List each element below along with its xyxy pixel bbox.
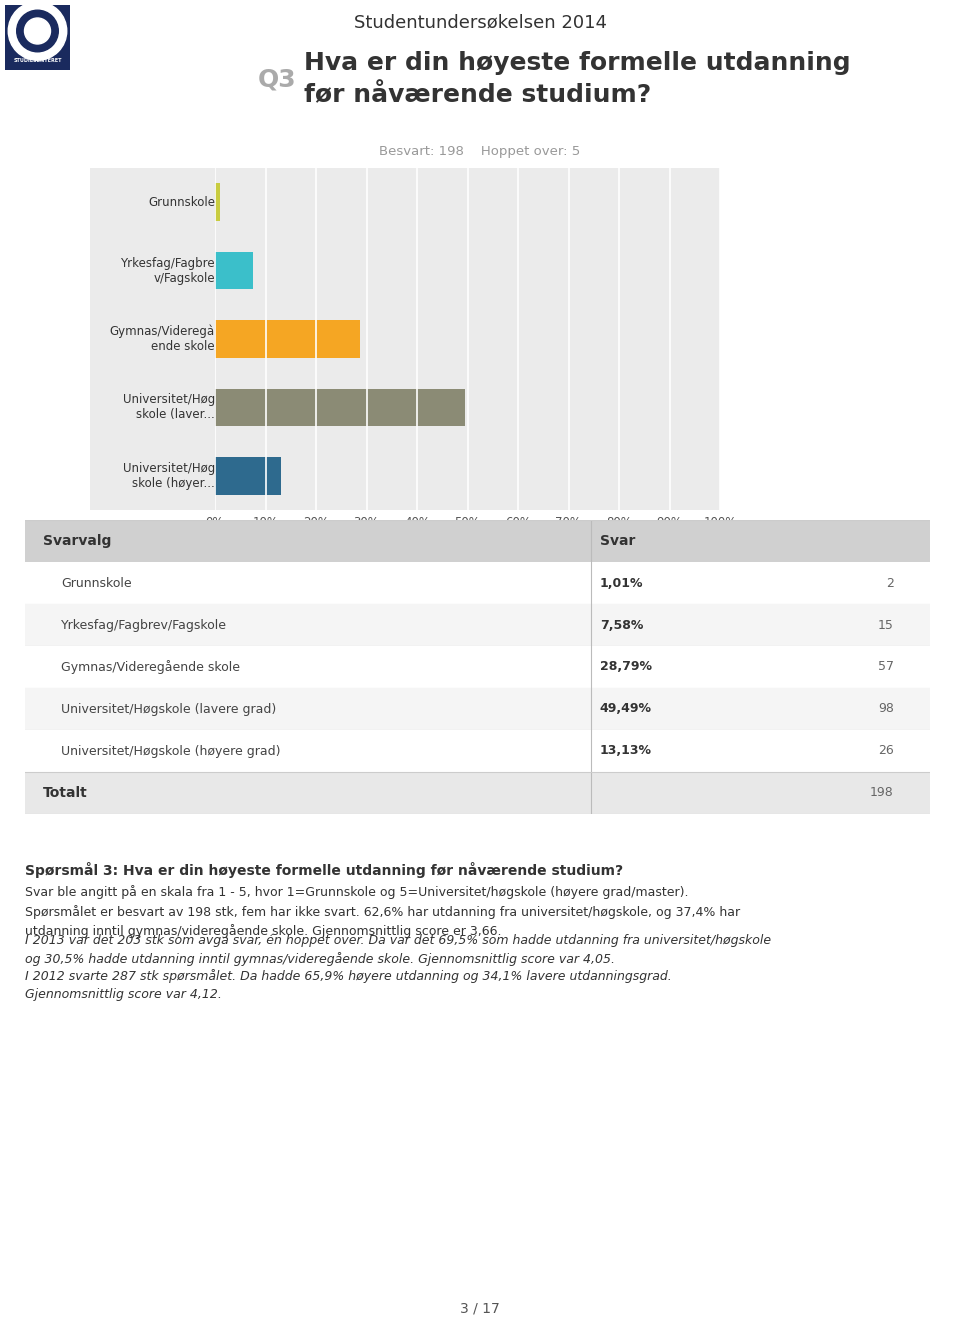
Text: Universitet/Høgskole (lavere grad): Universitet/Høgskole (lavere grad) [61, 703, 276, 716]
Circle shape [25, 19, 51, 44]
Text: Gymnas/Videregående skole: Gymnas/Videregående skole [61, 660, 240, 674]
Bar [215, 457, 281, 495]
Bar [215, 320, 360, 358]
Bar [215, 252, 253, 289]
Text: Svarvalg: Svarvalg [43, 534, 111, 548]
Text: Gymnas/Videregà
ende skole: Gymnas/Videregà ende skole [109, 325, 215, 353]
Circle shape [9, 1, 67, 60]
Text: 28,79%: 28,79% [600, 660, 652, 674]
Text: Yrkesfag/Fagbrev/Fagskole: Yrkesfag/Fagbrev/Fagskole [61, 618, 228, 631]
Bar [215, 389, 465, 426]
Text: I 2012 svarte 287 stk spørsmålet. Da hadde 65,9% høyere utdanning og 34,1% laver: I 2012 svarte 287 stk spørsmålet. Da had… [25, 969, 672, 1001]
Text: Universitet/Høg
skole (høyer...: Universitet/Høg skole (høyer... [123, 461, 215, 489]
Text: Totalt: Totalt [43, 786, 88, 800]
Text: STUDIESENTERET: STUDIESENTERET [13, 58, 61, 62]
Text: 198: 198 [870, 786, 894, 800]
Text: Studentundersøkelsen 2014: Studentundersøkelsen 2014 [353, 13, 607, 32]
Text: Universitet/Høg
skole (laver...: Universitet/Høg skole (laver... [123, 394, 215, 422]
Text: Besvart: 198    Hoppet over: 5: Besvart: 198 Hoppet over: 5 [379, 146, 581, 159]
Text: 2: 2 [886, 577, 894, 590]
Bar [215, 183, 220, 221]
Text: 7,58%: 7,58% [600, 618, 643, 631]
Text: Hva er din høyeste formelle utdanning
før nåværende studium?: Hva er din høyeste formelle utdanning fø… [304, 52, 851, 107]
Text: Universitet/Høgskole (høyere grad): Universitet/Høgskole (høyere grad) [61, 744, 280, 757]
Text: Svar: Svar [600, 534, 636, 548]
Text: Grunnskole: Grunnskole [148, 196, 215, 208]
Text: 49,49%: 49,49% [600, 703, 652, 716]
Text: 1,01%: 1,01% [600, 577, 643, 590]
Text: I 2013 var det 203 stk som avga svar, én hoppet over. Da var det 69,5% som hadde: I 2013 var det 203 stk som avga svar, én… [25, 934, 771, 967]
Text: 15: 15 [878, 618, 894, 631]
Text: Spørsmål 3: Hva er din høyeste formelle utdanning før nåværende studium?: Spørsmål 3: Hva er din høyeste formelle … [25, 862, 623, 879]
Text: 26: 26 [878, 744, 894, 757]
Text: Q3: Q3 [257, 68, 296, 91]
Text: Grunnskole: Grunnskole [61, 577, 132, 590]
Text: 3 / 17: 3 / 17 [460, 1301, 500, 1315]
Text: 57: 57 [877, 660, 894, 674]
Circle shape [16, 11, 59, 52]
Text: Yrkesfag/Fagbre
v/Fagskole: Yrkesfag/Fagbre v/Fagskole [120, 257, 215, 285]
Text: 13,13%: 13,13% [600, 744, 652, 757]
Text: 98: 98 [878, 703, 894, 716]
Text: Svar ble angitt på en skala fra 1 - 5, hvor 1=Grunnskole og 5=Universitet/høgsko: Svar ble angitt på en skala fra 1 - 5, h… [25, 886, 740, 939]
